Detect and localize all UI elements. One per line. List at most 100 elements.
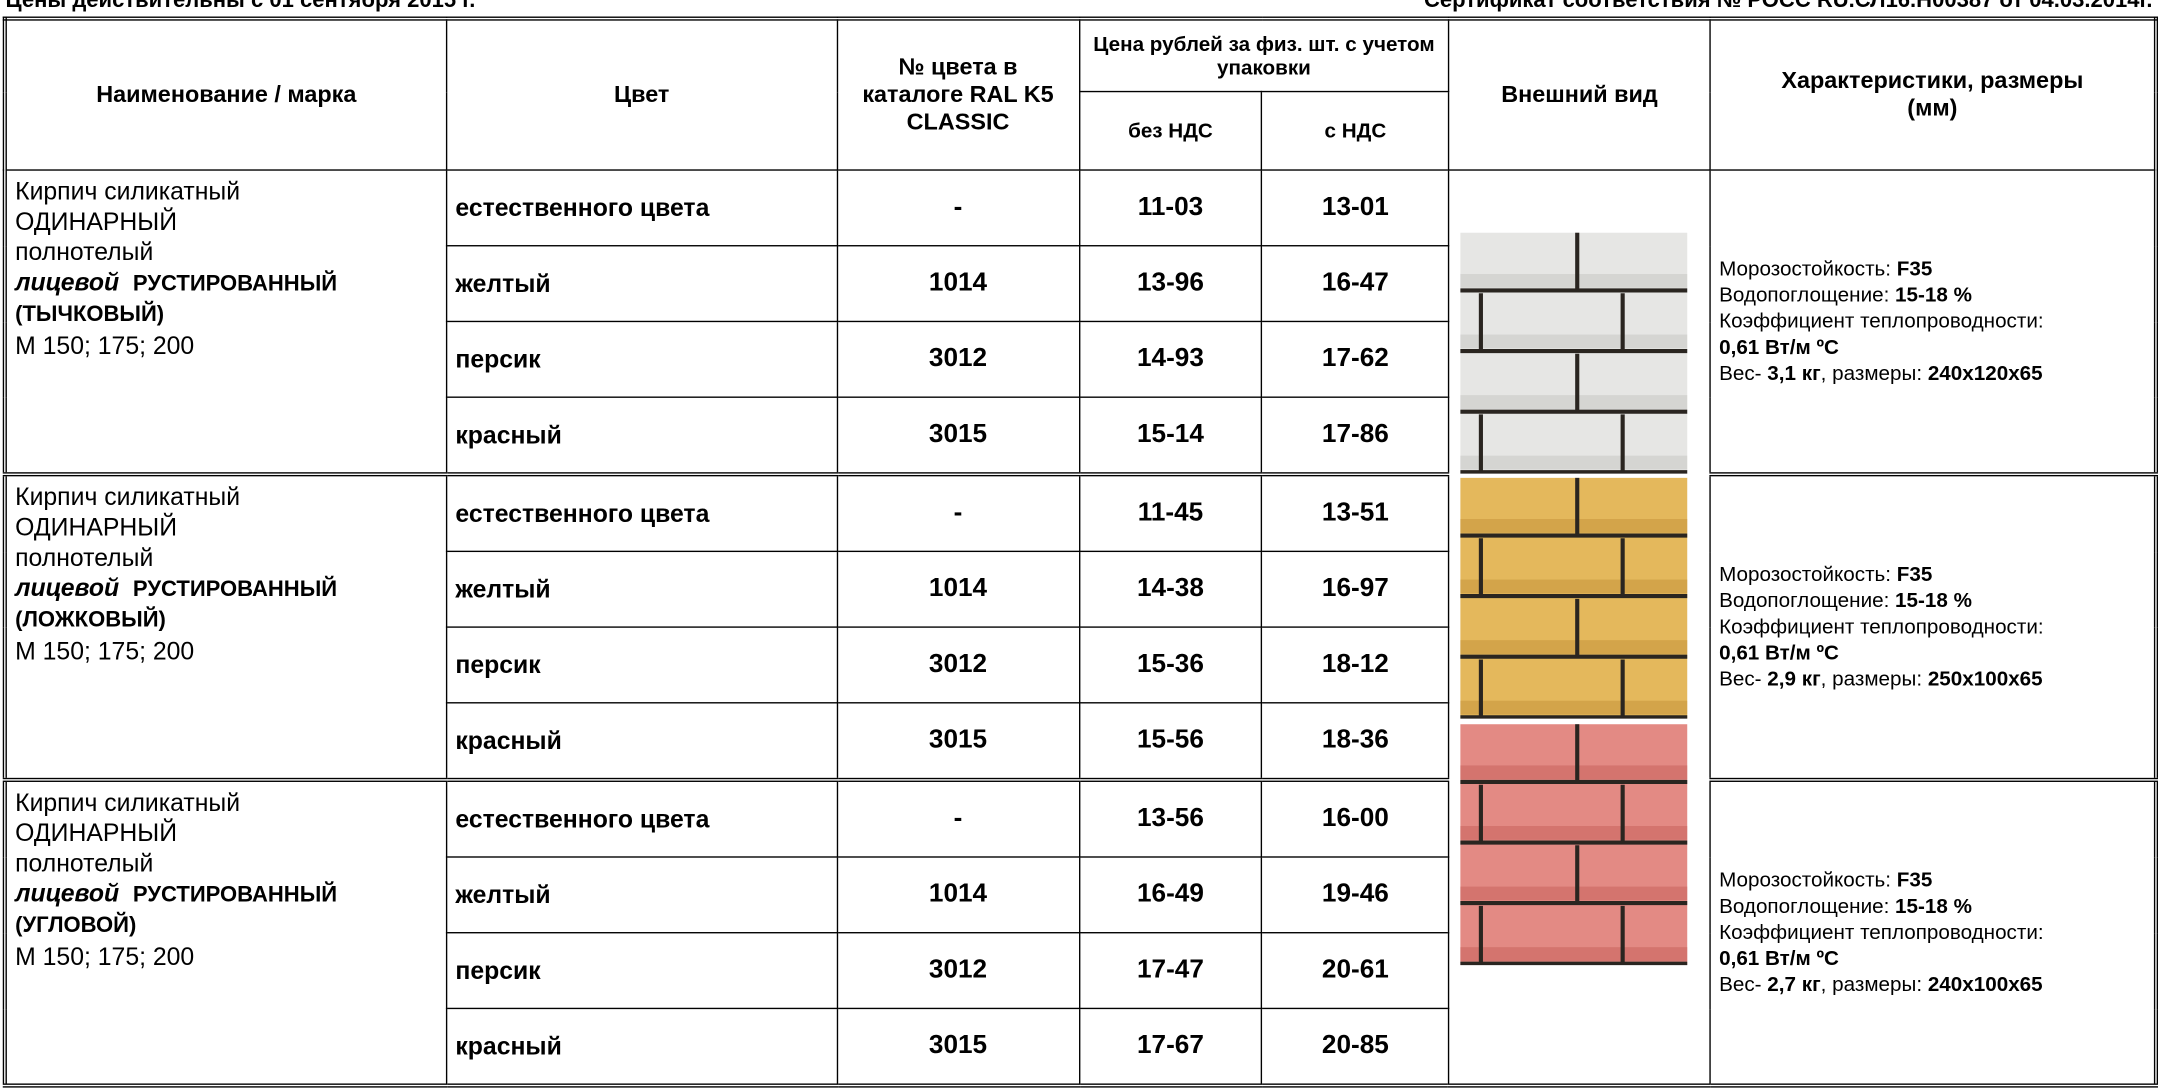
brick-shade bbox=[1461, 580, 1688, 594]
spec-value: F35 bbox=[1897, 869, 1933, 892]
name-line: Кирпич силикатный bbox=[15, 482, 437, 512]
spec-value: F35 bbox=[1897, 563, 1933, 586]
price-no-vat: 13-96 bbox=[1079, 246, 1262, 322]
brick-image bbox=[1461, 478, 1688, 719]
spec-label: Коэффициент теплопроводности: bbox=[1719, 615, 2044, 638]
price-vat: 16-97 bbox=[1262, 551, 1449, 627]
price-no-vat: 11-03 bbox=[1079, 170, 1262, 246]
spec-value: 15-18 % bbox=[1895, 589, 1972, 612]
spec-label: Коэффициент теплопроводности: bbox=[1719, 921, 2044, 944]
spec-label: , размеры: bbox=[1821, 362, 1922, 385]
color: красный bbox=[446, 397, 837, 474]
brick-shade bbox=[1461, 826, 1688, 840]
spec-line: 0,61 Вт/м ºС bbox=[1719, 335, 2146, 361]
spec-value: 240x120x65 bbox=[1928, 362, 2043, 385]
ral-code: 3015 bbox=[837, 1008, 1079, 1085]
color: персик bbox=[446, 627, 837, 703]
price-no-vat: 11-45 bbox=[1079, 474, 1262, 551]
ral-code: - bbox=[837, 170, 1079, 246]
spec-line: Коэффициент теплопроводности: bbox=[1719, 920, 2146, 946]
brick-shade bbox=[1461, 456, 1688, 470]
brick-shade bbox=[1461, 947, 1688, 961]
price-no-vat: 15-56 bbox=[1079, 703, 1262, 780]
name-line: ОДИНАРНЫЙ bbox=[15, 512, 437, 542]
brick-image bbox=[1461, 233, 1688, 474]
spec-line: Морозостойкость: F35 bbox=[1719, 256, 2146, 282]
price-vat: 18-36 bbox=[1262, 703, 1449, 780]
brick-shade bbox=[1461, 640, 1688, 654]
brick-shade bbox=[1461, 395, 1688, 409]
price-no-vat: 15-14 bbox=[1079, 397, 1262, 474]
page: {"header":{"left":"Цены действительны с … bbox=[0, 0, 2158, 1078]
spec-label: Морозостойкость: bbox=[1719, 257, 1891, 280]
price-no-vat: 16-49 bbox=[1079, 857, 1262, 933]
color: естественного цвета bbox=[446, 780, 837, 857]
ral-code: 3012 bbox=[837, 627, 1079, 703]
spec-label: Морозостойкость: bbox=[1719, 563, 1891, 586]
spec-label: , размеры: bbox=[1821, 973, 1922, 996]
name-line: лицевой РУСТИРОВАННЫЙ bbox=[15, 878, 437, 911]
name-italic: лицевой bbox=[15, 268, 119, 296]
price-vat: 18-12 bbox=[1262, 627, 1449, 703]
name-line: Кирпич силикатный bbox=[15, 176, 437, 206]
color: желтый bbox=[446, 246, 837, 322]
document: Цены действительны с 01 сентября 2015 г.… bbox=[0, 0, 2158, 1078]
name-line: лицевой РУСТИРОВАННЫЙ bbox=[15, 573, 437, 606]
spec-line: Морозостойкость: F35 bbox=[1719, 867, 2146, 893]
spec-value: 0,61 Вт/м ºС bbox=[1719, 336, 1839, 359]
col-header: № цвета в каталоге RAL K5 CLASSIC bbox=[837, 19, 1079, 170]
price-no-vat: 17-67 bbox=[1079, 1008, 1262, 1085]
spec-label: , размеры: bbox=[1821, 668, 1922, 691]
spec-line: Водопоглощение: 15-18 % bbox=[1719, 588, 2146, 614]
price-vat: 20-61 bbox=[1262, 933, 1449, 1009]
brick-shade bbox=[1461, 765, 1688, 779]
price-no-vat: 14-38 bbox=[1079, 551, 1262, 627]
spec-line: Водопоглощение: 15-18 % bbox=[1719, 282, 2146, 308]
spec-value: 2,9 кг bbox=[1767, 668, 1820, 691]
spec-value: 3,1 кг bbox=[1767, 362, 1820, 385]
spec-label: Водопоглощение: bbox=[1719, 284, 1889, 307]
col-header: без НДС bbox=[1079, 92, 1262, 170]
color: желтый bbox=[446, 857, 837, 933]
name-grade: М 150; 175; 200 bbox=[15, 330, 437, 360]
name-line: ОДИНАРНЫЙ bbox=[15, 818, 437, 848]
spec-line: Коэффициент теплопроводности: bbox=[1719, 614, 2146, 640]
spec-line: Водопоглощение: 15-18 % bbox=[1719, 893, 2146, 919]
spec-line: Вес- 2,7 кг, размеры: 240x100x65 bbox=[1719, 972, 2146, 998]
col-header: с НДС bbox=[1262, 92, 1449, 170]
brick-shade bbox=[1461, 519, 1688, 533]
name-type: (ЛОЖКОВЫЙ) bbox=[15, 606, 437, 636]
name-line: полнотелый bbox=[15, 237, 437, 267]
spec-value: 15-18 % bbox=[1895, 895, 1972, 918]
name-italic: лицевой bbox=[15, 880, 119, 908]
color: красный bbox=[446, 703, 837, 780]
spec-label: Водопоглощение: bbox=[1719, 895, 1889, 918]
ral-code: 1014 bbox=[837, 857, 1079, 933]
ral-code: 1014 bbox=[837, 246, 1079, 322]
spec-label: Коэффициент теплопроводности: bbox=[1719, 310, 2044, 333]
header-right: Сертификат соответствия № РОСС RU.СЛ16.Н… bbox=[1424, 0, 2153, 14]
name-line: лицевой РУСТИРОВАННЫЙ bbox=[15, 267, 437, 300]
spec-line: Вес- 3,1 кг, размеры: 240x120x65 bbox=[1719, 361, 2146, 387]
color: естественного цвета bbox=[446, 170, 837, 246]
price-vat: 16-47 bbox=[1262, 246, 1449, 322]
name-line: полнотелый bbox=[15, 542, 437, 572]
price-table: Наименование / марка Цвет № цвета в ката… bbox=[3, 17, 2158, 1088]
price-vat: 13-01 bbox=[1262, 170, 1449, 246]
spec-value: 0,61 Вт/м ºС bbox=[1719, 642, 1839, 665]
color: персик bbox=[446, 321, 837, 397]
spec-line: Морозостойкость: F35 bbox=[1719, 562, 2146, 588]
ral-code: 3015 bbox=[837, 703, 1079, 780]
ral-code: 3015 bbox=[837, 397, 1079, 474]
specs: Морозостойкость: F35Водопоглощение: 15-1… bbox=[1710, 780, 2156, 1086]
name-line: ОДИНАРНЫЙ bbox=[15, 207, 437, 237]
name-grade: М 150; 175; 200 bbox=[15, 942, 437, 972]
spec-label: Вес- bbox=[1719, 668, 1761, 691]
spec-value: 250x100x65 bbox=[1928, 668, 2043, 691]
col-header: Характеристики, размеры (мм) bbox=[1710, 19, 2156, 170]
name-bold: РУСТИРОВАННЫЙ bbox=[133, 273, 337, 296]
